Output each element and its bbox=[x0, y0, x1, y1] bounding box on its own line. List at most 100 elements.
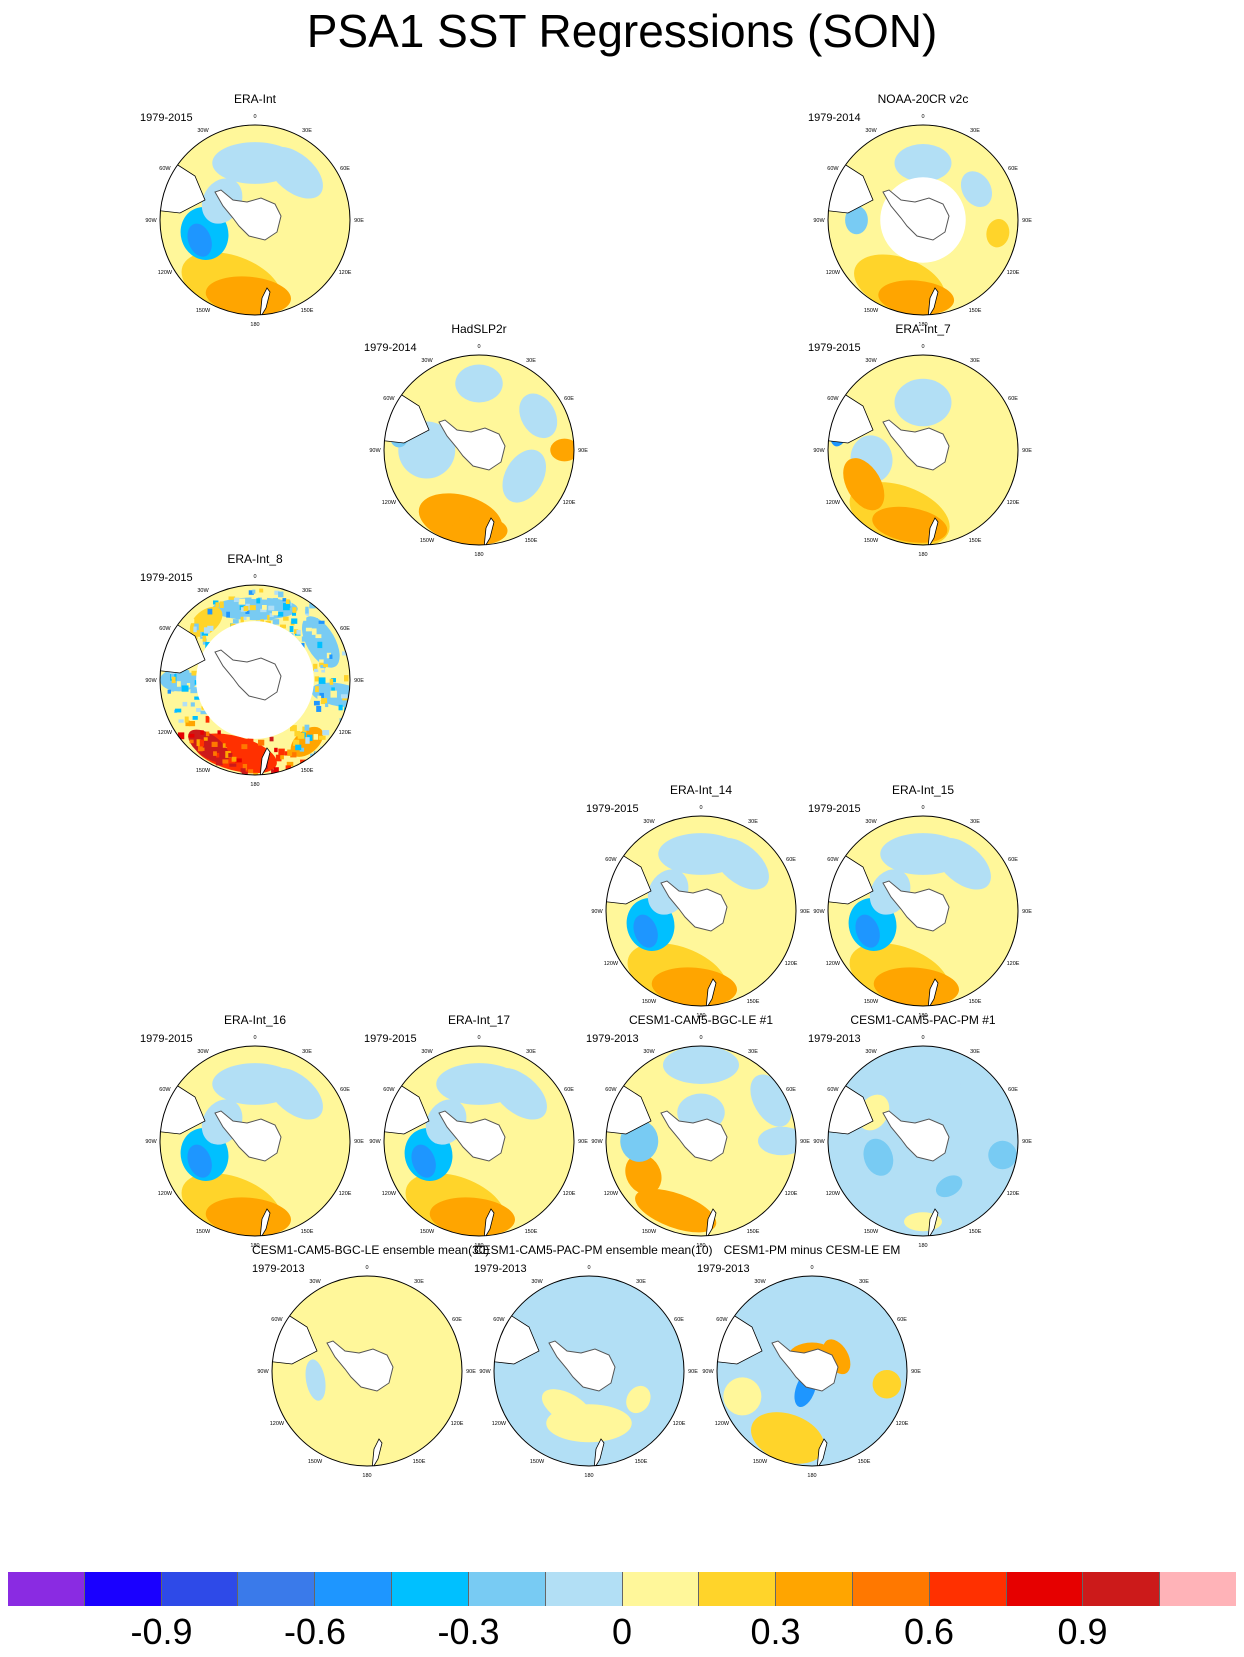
longitude-label: 120W bbox=[382, 1191, 397, 1197]
longitude-label: 180 bbox=[250, 322, 259, 328]
longitude-label: 150E bbox=[301, 1229, 314, 1235]
noise-cell bbox=[242, 763, 248, 771]
longitude-label: 30W bbox=[421, 358, 433, 364]
longitude-label: 90W bbox=[591, 909, 603, 915]
noise-cell bbox=[274, 590, 280, 595]
longitude-label: 150E bbox=[969, 999, 982, 1005]
noise-cell bbox=[309, 603, 316, 609]
longitude-label: 30E bbox=[636, 1279, 646, 1285]
anomaly-region bbox=[843, 458, 885, 511]
noise-cell bbox=[205, 731, 210, 737]
colorbar-swatch bbox=[699, 1572, 777, 1606]
noise-cell bbox=[332, 724, 337, 729]
longitude-label: 30E bbox=[748, 1049, 758, 1055]
longitude-label: 180 bbox=[474, 1243, 483, 1249]
antarctica-continent bbox=[214, 649, 282, 701]
noise-cell bbox=[189, 618, 195, 624]
panel-period: 1979-2015 bbox=[140, 1033, 193, 1045]
panel-title: CESM1-CAM5-BGC-LE ensemble mean(30) bbox=[252, 1243, 490, 1257]
longitude-label: 150W bbox=[753, 1459, 768, 1465]
longitude-label: 90W bbox=[702, 1369, 714, 1375]
antarctica-continent bbox=[882, 1110, 950, 1162]
antarctica-continent bbox=[660, 1110, 728, 1162]
longitude-label: 60W bbox=[827, 166, 839, 172]
longitude-label: 60W bbox=[271, 1317, 283, 1323]
noise-cell bbox=[259, 588, 264, 593]
longitude-label: 150W bbox=[864, 1229, 879, 1235]
panel-period: 1979-2013 bbox=[697, 1263, 750, 1275]
noise-cell bbox=[269, 613, 274, 618]
noise-cell bbox=[184, 716, 189, 723]
noise-cell bbox=[265, 620, 271, 624]
noise-cell bbox=[313, 663, 318, 671]
noise-cell bbox=[313, 734, 319, 740]
longitude-label: 60W bbox=[493, 1317, 505, 1323]
longitude-label: 150W bbox=[864, 308, 879, 314]
noise-cell bbox=[248, 590, 254, 595]
noise-cell bbox=[277, 611, 284, 617]
map-panel: CESM1-CAM5-PAC-PM #1 0 30E 60E 90E 120E 150E 18… bbox=[808, 1013, 1038, 1258]
map-svg: 0 30E 60E 90E 120E 150E 180 150W 120W 90W 60W 30W bbox=[813, 1035, 1032, 1249]
panel-period: 1979-2015 bbox=[140, 572, 193, 584]
longitude-label: 90E bbox=[800, 1139, 810, 1145]
longitude-label: 30W bbox=[865, 1049, 877, 1055]
longitude-label: 60E bbox=[786, 1087, 796, 1093]
colorbar-swatch bbox=[84, 1572, 162, 1606]
antarctica-continent bbox=[438, 1110, 506, 1162]
noise-cell bbox=[197, 745, 203, 752]
noise-cell bbox=[305, 627, 312, 632]
longitude-label: 0 bbox=[921, 114, 924, 120]
anomaly-region bbox=[885, 1063, 961, 1105]
noise-cell bbox=[284, 751, 288, 756]
noise-cell bbox=[222, 759, 229, 764]
noise-cell bbox=[232, 619, 239, 624]
noise-cell bbox=[338, 708, 346, 715]
antarctica-continent bbox=[882, 880, 950, 932]
panel-period: 1979-2013 bbox=[474, 1263, 527, 1275]
map-boundary bbox=[493, 1275, 685, 1467]
longitude-label: 60W bbox=[159, 1087, 171, 1093]
anomaly-region bbox=[490, 1067, 547, 1120]
longitude-label: 180 bbox=[918, 552, 927, 558]
noise-cell bbox=[319, 692, 324, 700]
noise-cell bbox=[329, 654, 333, 659]
panel-title: NOAA-20CR v2c bbox=[877, 92, 969, 106]
noise-cell bbox=[344, 675, 349, 682]
noise-cell bbox=[173, 720, 178, 725]
anomaly-region bbox=[352, 1288, 382, 1312]
noise-cell bbox=[209, 752, 214, 760]
longitude-label: 30E bbox=[414, 1279, 424, 1285]
anomaly-region bbox=[651, 967, 737, 1006]
longitude-label: 150W bbox=[420, 538, 435, 544]
noise-cell bbox=[261, 595, 268, 600]
longitude-label: 120W bbox=[270, 1421, 285, 1427]
longitude-label: 30E bbox=[302, 128, 312, 134]
noise-cell bbox=[192, 716, 198, 720]
longitude-label: 30W bbox=[865, 128, 877, 134]
noise-cell bbox=[312, 618, 318, 623]
longitude-label: 120E bbox=[563, 500, 576, 506]
noise-cell bbox=[283, 616, 289, 621]
longitude-label: 150E bbox=[635, 1459, 648, 1465]
noise-cell bbox=[201, 626, 206, 630]
longitude-label: 30W bbox=[865, 819, 877, 825]
antarctica-continent bbox=[882, 419, 950, 471]
longitude-label: 90E bbox=[1022, 448, 1032, 454]
map-svg: 0 30E 60E 90E 120E 150E 180 150W 120W 90W 60W 30W bbox=[369, 1035, 588, 1249]
panel-title: ERA-Int bbox=[233, 92, 276, 106]
noise-cell bbox=[314, 668, 319, 673]
noise-cell bbox=[219, 601, 224, 608]
anomaly-region bbox=[266, 146, 323, 199]
longitude-label: 60W bbox=[827, 857, 839, 863]
noise-cell bbox=[217, 730, 221, 735]
anomaly-region bbox=[514, 1147, 559, 1201]
longitude-label: 30E bbox=[302, 1049, 312, 1055]
map-boundary bbox=[159, 124, 351, 316]
longitude-label: 90E bbox=[578, 1139, 588, 1145]
map-panel: ERA-Int_15 0 30E 60E 90E 120E 150E 180 150W 120W 9… bbox=[808, 783, 1038, 1028]
panel-period: 1979-2015 bbox=[808, 342, 861, 354]
colorbar-swatch bbox=[545, 1572, 623, 1606]
colorbar-swatch bbox=[622, 1572, 700, 1606]
noise-cell bbox=[258, 739, 265, 746]
longitude-label: 30E bbox=[859, 1279, 869, 1285]
